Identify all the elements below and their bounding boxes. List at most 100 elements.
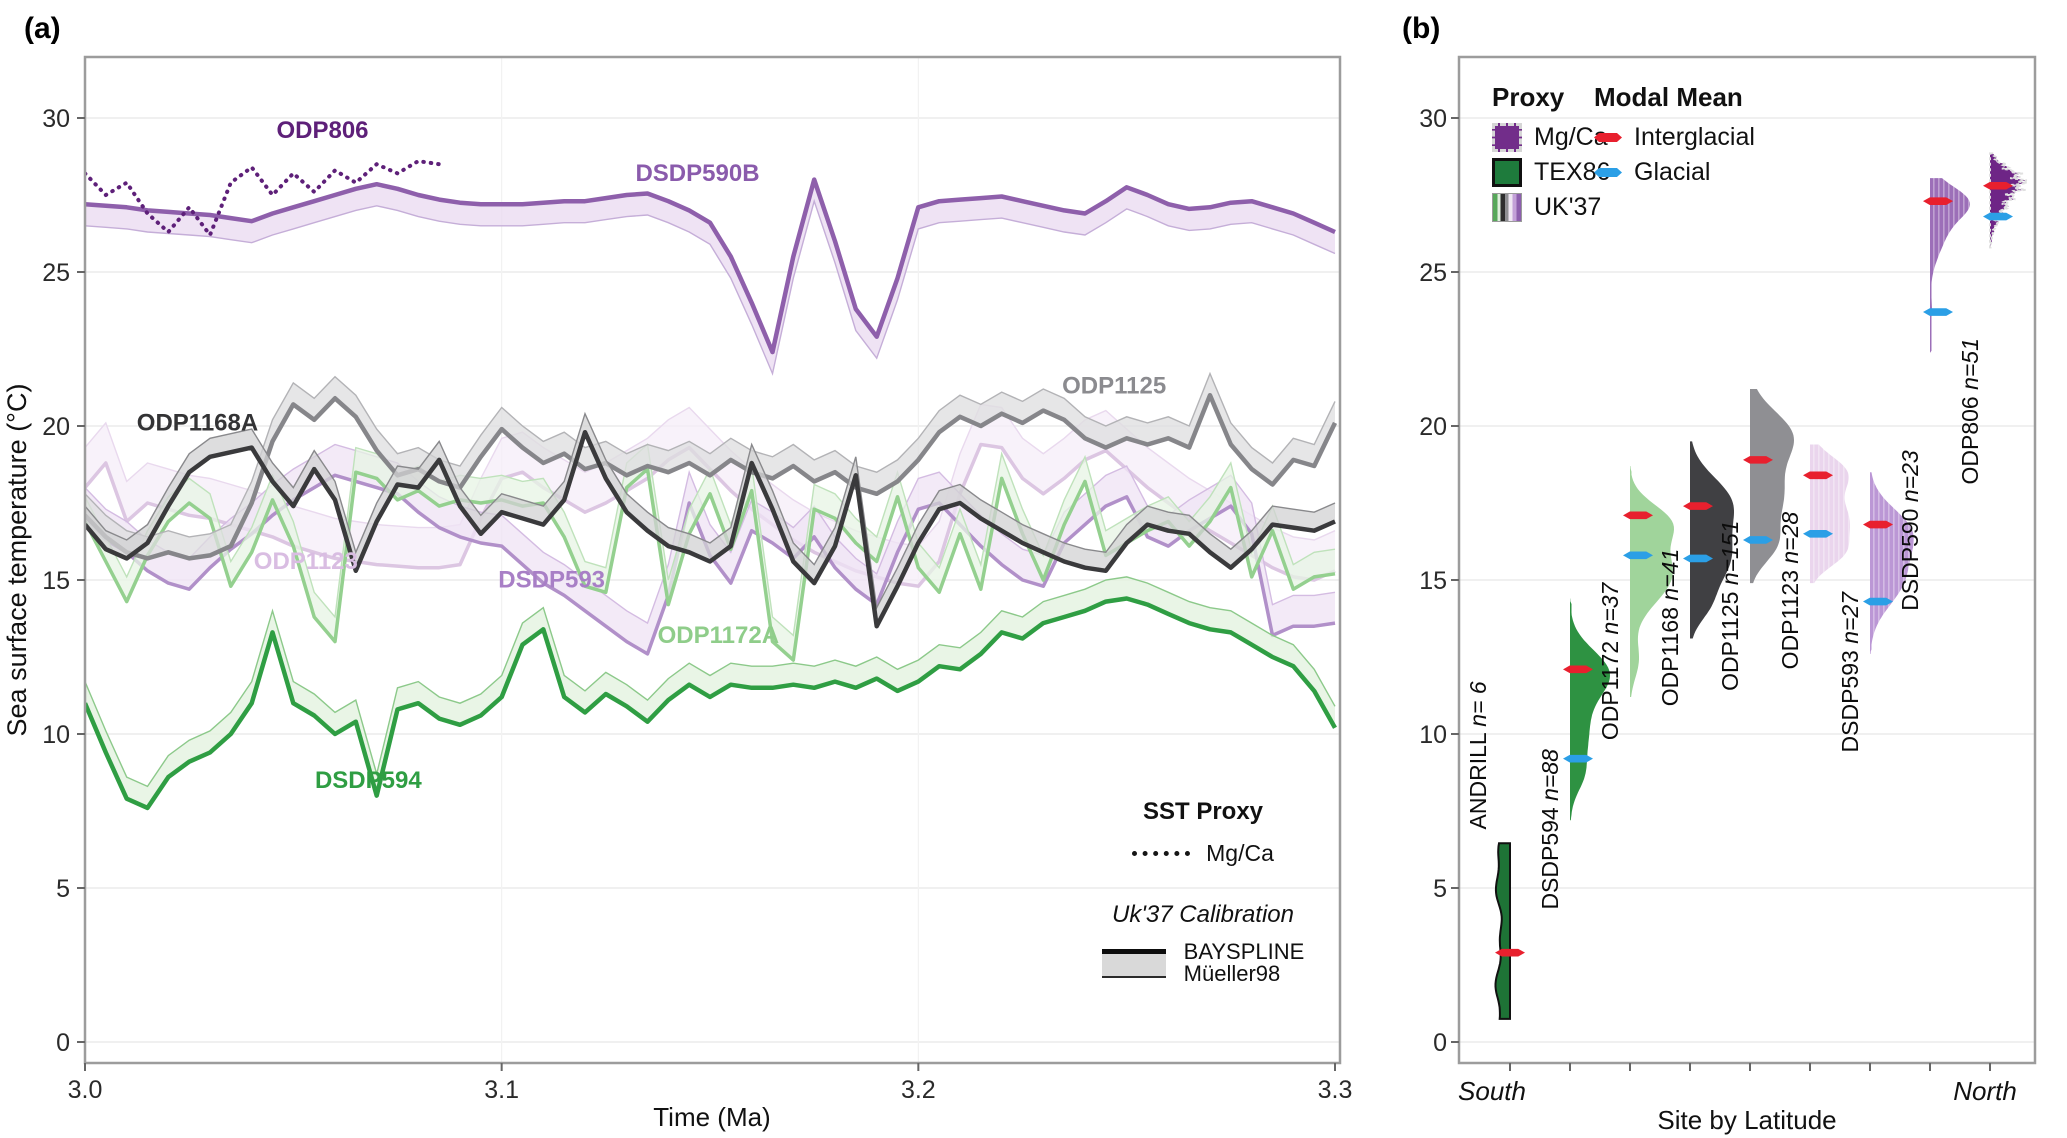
y-tick-label-a: 5	[56, 875, 70, 903]
panel-b-modal-mean-legend: Modal Mean Interglacial Glacial	[1594, 82, 1755, 193]
bayspline-label: BAYSPLINE	[1183, 939, 1305, 964]
axes: 0 0 5 5 10 10 15 15 20 20 25 25 30 30 3.0 3.1 3.2 3.3 Sea …	[2, 55, 2037, 1104]
y-tick-label-b: 25	[1419, 259, 1447, 287]
band-edge-odp1125	[85, 371, 1336, 538]
violin-dsdp594	[1570, 598, 1610, 821]
glacial-mean-dsdp590	[1923, 308, 1953, 316]
interglacial-mean-odp1168	[1683, 502, 1713, 510]
site-label-dsdp590: DSDP590 n=23	[1897, 450, 1923, 611]
x-tick-label-a: 3.0	[68, 1076, 103, 1104]
mgca-legend-label: Mg/Ca	[1206, 840, 1274, 866]
line-dsdp594	[85, 596, 1337, 811]
interglacial-mean-andrill	[1495, 948, 1525, 957]
series-label-dsdp590b: DSDP590B	[635, 160, 759, 187]
line-odp1168a	[85, 429, 1336, 629]
site-label-andrill: ANDRILL n= 6	[1465, 681, 1491, 829]
panel-a-series	[85, 159, 1338, 811]
interglacial-mean-dsdp594	[1563, 665, 1593, 674]
glacial-mean-odp1168	[1683, 554, 1713, 563]
y-tick-label-a: 0	[56, 1029, 70, 1057]
glacial-label: Glacial	[1634, 158, 1711, 186]
sst-proxy-legend-title: SST Proxy	[1142, 798, 1264, 825]
proxy-legend-title: Proxy	[1492, 82, 1565, 112]
violin-odp1125	[1750, 389, 1794, 584]
mgca-dotted-line-icon	[1132, 851, 1191, 856]
series-label-odp1123: ODP1123	[254, 548, 358, 575]
series-label-dsdp593: DSDP593	[498, 567, 605, 594]
panel-a-frame	[83, 55, 1342, 1065]
site-label-odp806: ODP806 n=51	[1957, 338, 1983, 484]
series-label-odp1125: ODP1125	[1062, 373, 1166, 400]
uk37-patch-icon	[1492, 193, 1522, 222]
calibration-band-icon	[1101, 948, 1166, 978]
site-label-dsdp593: DSDP593 n=27	[1837, 591, 1863, 753]
mgca-patch-icon	[1492, 123, 1522, 152]
interglacial-mean-odp806	[1983, 181, 2013, 190]
y-tick-label-a: 25	[42, 259, 70, 287]
site-label-odp1172: ODP1172 n=37	[1597, 581, 1623, 740]
band-edge-odp1168a	[85, 411, 1336, 610]
interglacial-mean-dsdp593	[1863, 520, 1893, 529]
uk37-calibration-legend-title: Uk'37 Calibration	[1111, 901, 1294, 928]
x-tick-label-a: 3.2	[901, 1076, 936, 1104]
panel-b-violins	[1494, 152, 2028, 1020]
x-tick-label-a: 3.1	[484, 1076, 519, 1104]
series-label-dsdp594: DSDP594	[315, 767, 422, 794]
violin-odp1123	[1810, 444, 1850, 584]
north-label: North	[1953, 1076, 2017, 1106]
panel-a-letter: (a)	[24, 12, 61, 45]
band-odp1123	[85, 404, 1335, 587]
y-tick-label-a: 15	[42, 567, 70, 595]
line-odp1125	[85, 392, 1338, 561]
glacial-mean-odp1123	[1803, 530, 1833, 538]
panel-a-series-labels: ODP1123 DSDP593 ODP1172A ODP1125 ODP1168A DSD…	[137, 117, 1166, 794]
panel-a-y-axis-title: Sea surface temperature (°C)	[2, 384, 32, 737]
interglacial-label: Interglacial	[1634, 123, 1755, 151]
glacial-marker-icon	[1594, 168, 1622, 177]
interglacial-mean-odp1172	[1623, 511, 1653, 520]
glacial-mean-dsdp593	[1863, 597, 1893, 606]
band-dsdp590b	[85, 179, 1335, 374]
y-tick-label-b: 10	[1419, 721, 1447, 749]
panel-b-letter: (b)	[1402, 12, 1441, 45]
interglacial-mean-odp1125	[1743, 456, 1773, 464]
site-label-odp1168: ODP1168 n=41	[1657, 549, 1683, 707]
panel-a-x-axis-title: Time (Ma)	[653, 1102, 771, 1132]
band-odp1125	[85, 373, 1335, 559]
band-edge-dsdp594	[85, 576, 1336, 788]
south-label: South	[1458, 1076, 1526, 1106]
y-tick-label-a: 20	[42, 413, 70, 441]
series-label-odp1168a: ODP1168A	[137, 410, 258, 437]
interglacial-marker-icon	[1594, 133, 1622, 142]
interglacial-mean-dsdp590	[1923, 197, 1953, 205]
glacial-mean-odp1172	[1623, 551, 1653, 560]
panel-b-x-axis-title: Site by Latitude	[1657, 1105, 1837, 1135]
mueller98-label: Müeller98	[1183, 961, 1281, 986]
glacial-mean-odp806	[1983, 212, 2013, 221]
violin-odp1168	[1690, 441, 1734, 639]
y-tick-label-a: 10	[42, 721, 70, 749]
violin-odp1172	[1630, 466, 1674, 697]
panel-a-legend: SST Proxy Mg/Ca Uk'37 Calibration BAYSPL…	[1068, 798, 1338, 985]
glacial-mean-odp1125	[1743, 536, 1773, 544]
y-tick-label-b: 20	[1419, 413, 1447, 441]
line-dsdp590b	[85, 177, 1336, 355]
site-label-odp1125: ODP1125 n=151	[1717, 521, 1743, 691]
panel-b-proxy-legend: Proxy Mg/Ca TEX86 UK'37	[1492, 82, 1610, 228]
uk37-proxy-label: UK'37	[1534, 193, 1602, 221]
site-label-dsdp594: DSDP594 n=88	[1537, 749, 1563, 910]
band-edge-dsdp593	[85, 443, 1336, 625]
tex86-patch-icon	[1492, 158, 1522, 187]
panel-b-site-labels: ANDRILL n= 6 DSDP594 n=88 ODP1172 n=37 ODP1…	[1465, 338, 1983, 909]
modal-mean-markers	[1495, 181, 2013, 957]
y-tick-label-a: 30	[42, 105, 70, 133]
series-label-odp806: ODP806	[276, 117, 368, 144]
panel-b-frame	[1457, 55, 2037, 1065]
site-label-odp1123: ODP1123 n=28	[1777, 512, 1803, 670]
series-label-odp1172a: ODP1172A	[658, 622, 779, 649]
violin-andrill	[1494, 842, 1511, 1020]
line-odp806	[85, 159, 442, 237]
band-dsdp594	[85, 576, 1335, 808]
